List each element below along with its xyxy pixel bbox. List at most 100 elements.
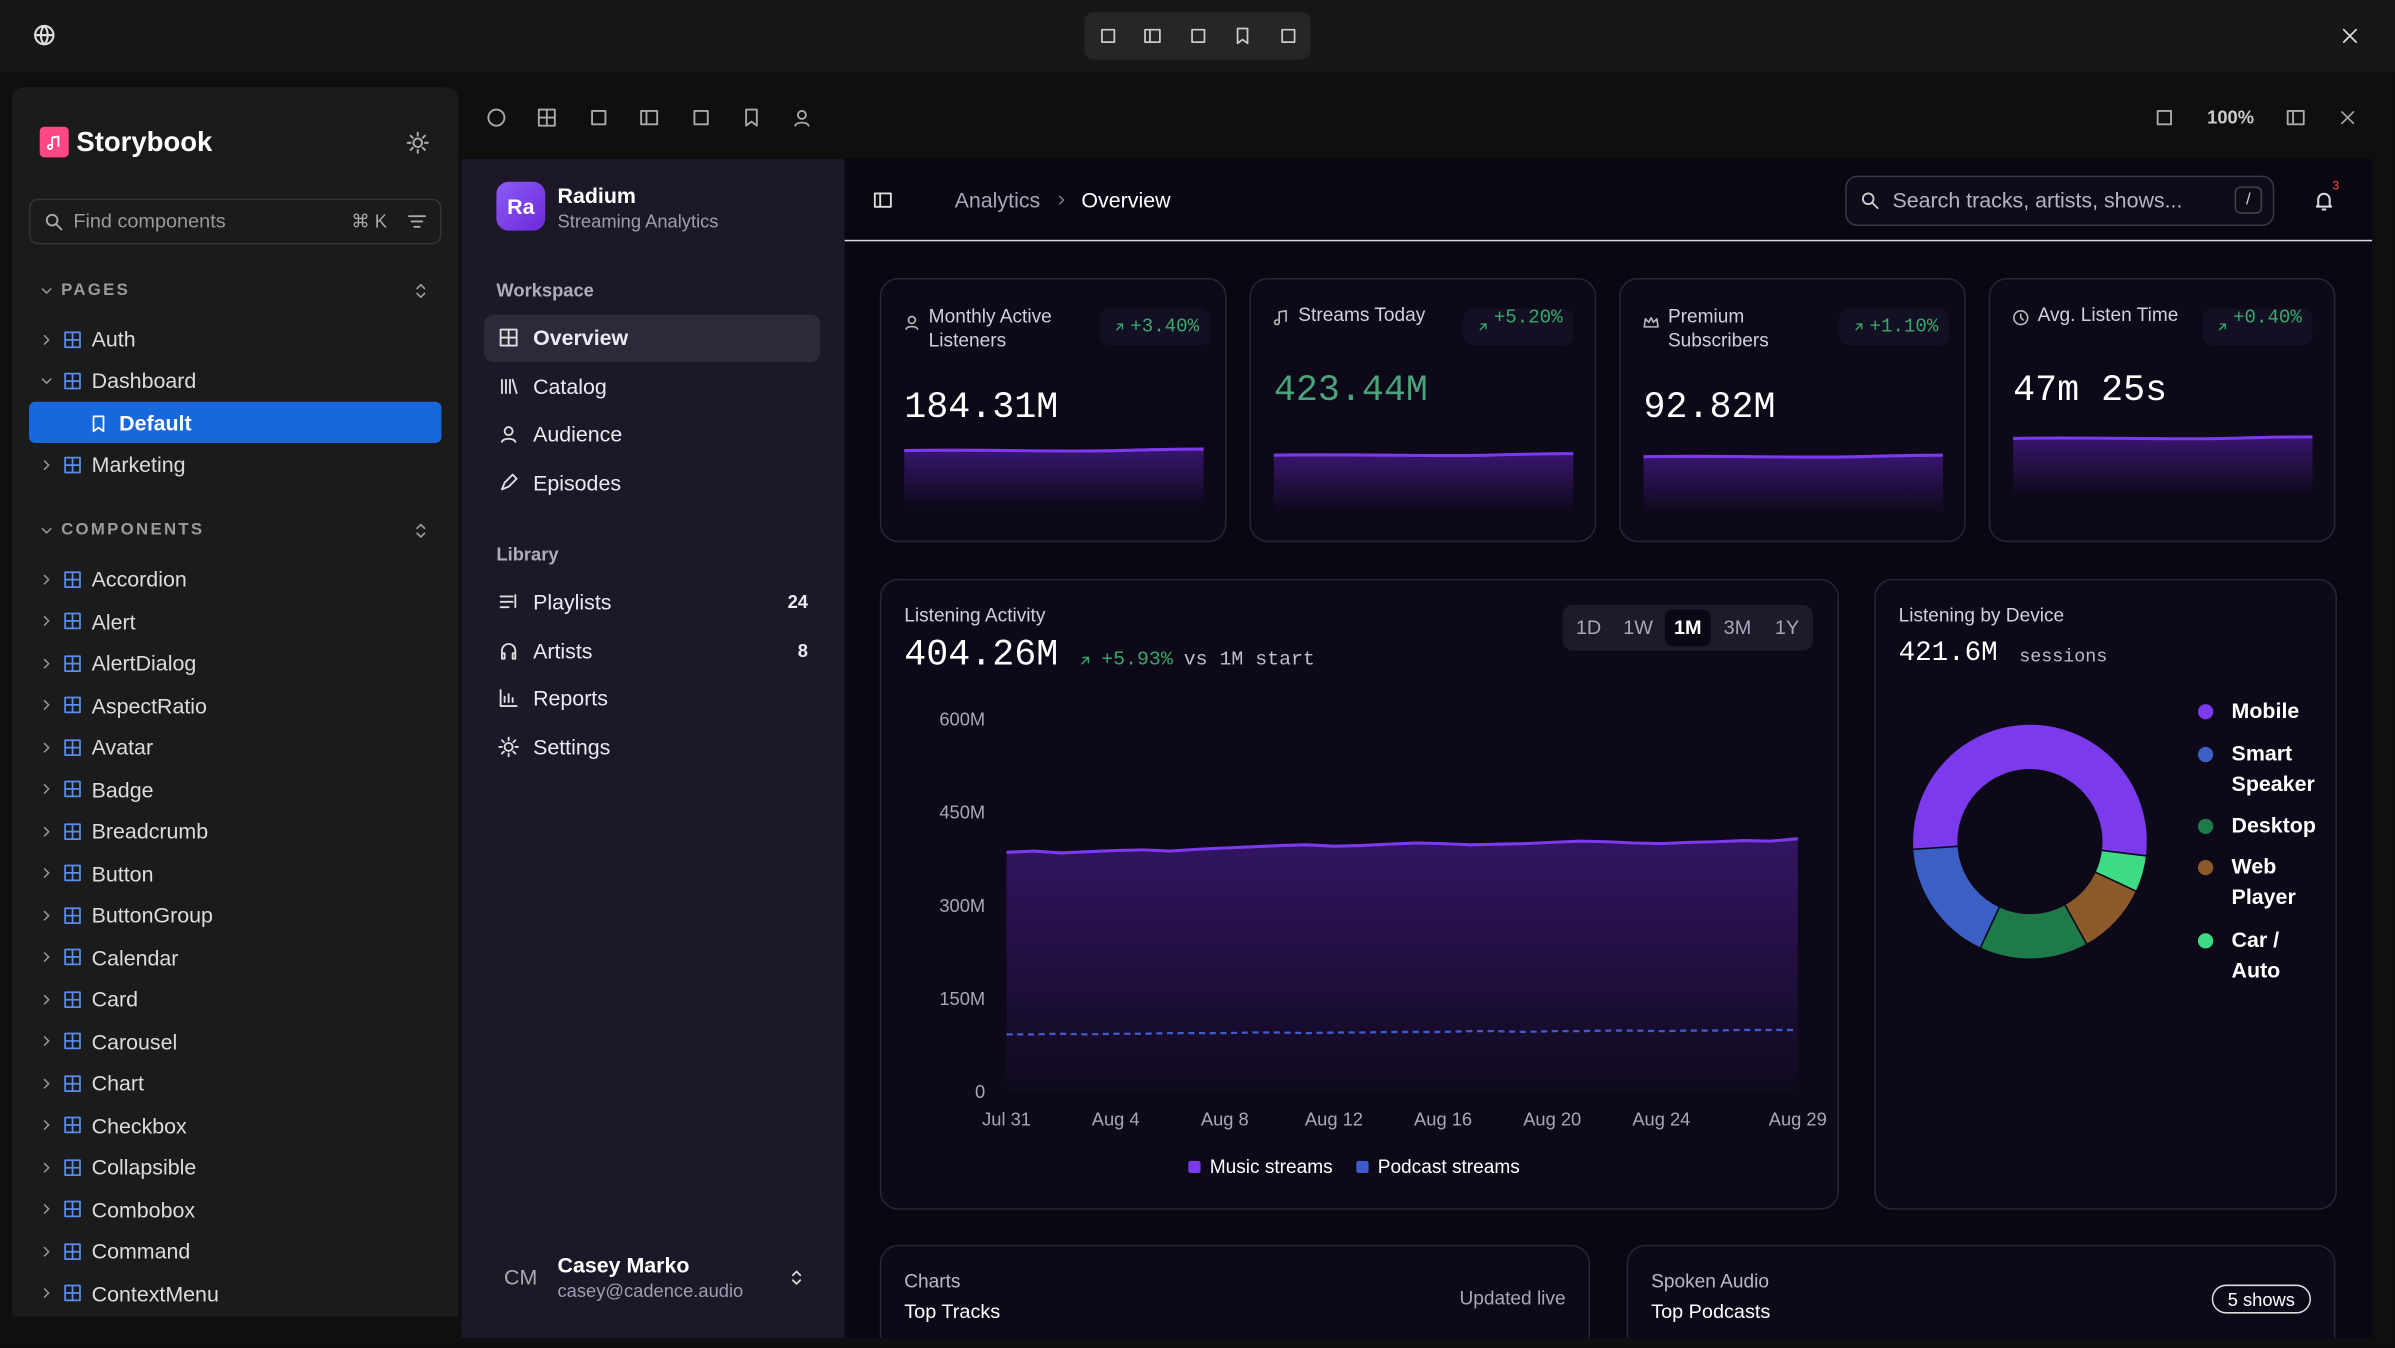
- component-link[interactable]: Calendar: [91, 944, 179, 970]
- nav-icon: [499, 594, 517, 609]
- component-search[interactable]: [29, 198, 442, 245]
- component-link[interactable]: Alert: [91, 608, 136, 634]
- kpi-badge: [1463, 308, 1574, 346]
- storybook-sidebar: [12, 87, 459, 1340]
- list-card: [879, 1244, 1591, 1348]
- nav-link[interactable]: Episodes: [533, 470, 622, 495]
- tree-chevron: [42, 334, 49, 345]
- component-icon: [63, 948, 81, 966]
- language-button: [34, 24, 55, 46]
- search-icon: [1862, 192, 1879, 210]
- component-link[interactable]: AlertDialog: [91, 650, 197, 676]
- tree-chevron: [42, 657, 49, 668]
- viewport-button-shape: [1100, 28, 1115, 43]
- nav-link[interactable]: Artists: [533, 638, 593, 663]
- component-link[interactable]: Command: [91, 1238, 191, 1264]
- shortcut-key: [2234, 186, 2263, 214]
- nav-icon: [501, 473, 518, 491]
- component-link[interactable]: AspectRatio: [91, 692, 207, 718]
- component-icon: [63, 570, 81, 588]
- page-link[interactable]: Marketing: [91, 452, 186, 477]
- kpi-icon-shape: [905, 315, 919, 330]
- nav-link[interactable]: Reports: [533, 685, 608, 711]
- storybook-logo-mark: [47, 134, 60, 150]
- addon-button-shape: [487, 108, 506, 127]
- global-search[interactable]: [1845, 175, 2275, 227]
- user-initials: CM: [504, 1264, 538, 1290]
- range-button[interactable]: 1M: [1674, 615, 1702, 639]
- component-link[interactable]: ButtonGroup: [91, 902, 213, 928]
- nav-link[interactable]: Overview: [533, 325, 629, 350]
- tree-chevron: [40, 377, 51, 384]
- tree-chevron-shape: [42, 657, 49, 668]
- component-link[interactable]: Chart: [91, 1070, 144, 1096]
- range-button[interactable]: 1Y: [1774, 615, 1800, 639]
- nav-link[interactable]: Audience: [533, 421, 623, 447]
- tree-chevron-shape: [42, 909, 49, 920]
- kpi-label: Streams Today: [1298, 303, 1426, 326]
- sidebar-toggle-shape: [873, 192, 892, 208]
- search-icon-shape: [1862, 192, 1879, 210]
- expand-toggle: [415, 522, 425, 538]
- page-link[interactable]: Dashboard: [91, 368, 197, 393]
- search-shortcut: ⌘ K: [351, 210, 387, 233]
- addon-button-shape: [693, 109, 709, 126]
- component-icon-shape: [63, 738, 81, 756]
- card-meta: 5 shows: [2227, 1288, 2295, 1310]
- app-subtitle: Streaming Analytics: [557, 210, 719, 233]
- kpi-icon: [2013, 310, 2029, 326]
- trend-icon-shape: [1080, 655, 1089, 664]
- app-name: Radium: [557, 183, 636, 208]
- tree-chevron-shape: [42, 334, 49, 345]
- nav-link[interactable]: Settings: [533, 734, 611, 760]
- component-icon: [63, 1074, 81, 1092]
- nav-icon: [499, 328, 518, 347]
- close-button-shape: [2342, 28, 2357, 43]
- range-button[interactable]: 1W: [1623, 615, 1654, 639]
- component-link[interactable]: Card: [91, 986, 139, 1012]
- component-icon-shape: [63, 372, 81, 389]
- user-email: casey@cadence.audio: [557, 1279, 744, 1302]
- nav-link[interactable]: Playlists: [533, 589, 612, 615]
- range-active: [1664, 609, 1711, 647]
- breadcrumb-link[interactable]: Analytics: [954, 187, 1041, 213]
- component-icon-shape: [63, 696, 81, 714]
- sidebar-fade: [12, 1316, 459, 1348]
- component-link[interactable]: Carousel: [91, 1028, 178, 1054]
- tree-chevron-shape: [42, 1120, 49, 1130]
- component-link[interactable]: Combobox: [91, 1196, 196, 1222]
- settings-button: [405, 131, 429, 154]
- chart-unit: sessions: [2019, 646, 2108, 668]
- component-icon: [63, 1158, 81, 1176]
- tree-chevron: [42, 1204, 49, 1214]
- viewport-button-shape: [1280, 28, 1295, 43]
- component-link[interactable]: Checkbox: [91, 1112, 187, 1138]
- trend-icon: [1479, 323, 1487, 331]
- range-button[interactable]: 1D: [1575, 615, 1602, 639]
- page-link[interactable]: Auth: [91, 326, 136, 352]
- kpi-label: Avg. Listen Time: [2037, 303, 2179, 326]
- nav-heading: Workspace: [496, 279, 594, 301]
- range-button[interactable]: 3M: [1723, 615, 1752, 639]
- component-link[interactable]: Accordion: [91, 566, 187, 592]
- trend-icon: [1116, 323, 1124, 331]
- component-link[interactable]: Button: [91, 860, 154, 886]
- tree-chevron-shape: [42, 1162, 49, 1172]
- component-link[interactable]: ContextMenu: [91, 1280, 219, 1306]
- tree-chevron-shape: [42, 615, 49, 626]
- nav-link[interactable]: Catalog: [533, 374, 607, 399]
- tree-chevron-shape: [42, 1204, 49, 1214]
- trend-icon: [1080, 655, 1089, 664]
- component-icon: [63, 1032, 81, 1050]
- story-link[interactable]: Default: [119, 410, 192, 436]
- component-link[interactable]: Breadcrumb: [91, 818, 209, 844]
- component-link[interactable]: Collapsible: [91, 1154, 197, 1180]
- card-eyebrow: Charts: [904, 1270, 961, 1293]
- viewport-toolbar: [1084, 12, 1311, 60]
- component-link[interactable]: Avatar: [91, 734, 154, 760]
- components-collapse-shape: [40, 527, 51, 533]
- component-link[interactable]: Badge: [91, 776, 154, 802]
- component-icon-shape: [63, 780, 81, 798]
- component-icon: [63, 990, 81, 1008]
- selected-story[interactable]: [29, 401, 442, 443]
